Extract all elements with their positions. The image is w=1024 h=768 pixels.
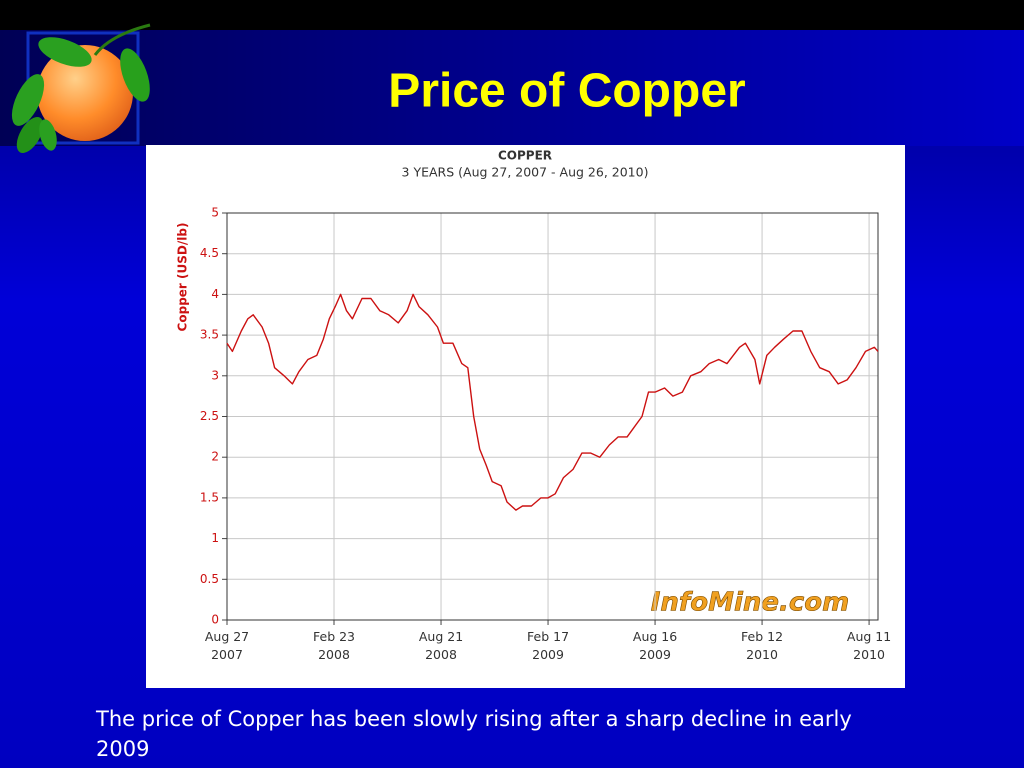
x-tick-label: Feb 12 2010	[741, 629, 783, 662]
slide-title: Price of Copper	[388, 65, 745, 118]
x-tick-label-line: 2010	[746, 647, 778, 662]
y-tick-label: 1	[211, 531, 219, 545]
y-axis-label: Copper (USD/lb)	[176, 223, 190, 332]
x-tick-label-line: Aug 21	[419, 629, 463, 644]
x-tick-label-line: Aug 16	[633, 629, 677, 644]
y-tick-label: 4.5	[200, 246, 219, 260]
x-tick-label-line: 2009	[532, 647, 564, 662]
header-band	[0, 30, 1024, 146]
chart-title: COPPER	[498, 149, 552, 163]
y-tick-label: 0	[211, 613, 219, 627]
x-tick-label-line: 2008	[318, 647, 350, 662]
watermark: InfoMine.com	[651, 588, 850, 618]
chart-subtitle: 3 YEARS (Aug 27, 2007 - Aug 26, 2010)	[402, 165, 649, 180]
y-tick-label: 2.5	[200, 409, 219, 423]
x-tick-label-line: Aug 27	[205, 629, 249, 644]
slide-canvas: Price of Copper COPPER 3 YEARS (Aug 27, …	[0, 23, 1024, 662]
price-line	[226, 293, 879, 511]
x-tick-label-line: 2007	[211, 647, 243, 662]
y-tick-label: 1.5	[200, 490, 219, 504]
x-tick-label: Feb 23 2008	[313, 629, 355, 662]
x-tick-label-line: Feb 23	[313, 629, 355, 644]
x-tick-label-line: 2010	[853, 647, 885, 662]
x-tick-label-line: Feb 17	[527, 629, 569, 644]
orange-logo	[11, 23, 151, 154]
plot-frame	[226, 212, 879, 621]
x-tick-label-line: Aug 11	[847, 629, 891, 644]
x-tick-label: Aug 16 2009	[633, 629, 677, 662]
x-tick-label-line: 2008	[425, 647, 457, 662]
x-tick-label-line: Feb 12	[741, 629, 783, 644]
x-tick-label: Aug 27 2007	[205, 629, 249, 662]
x-tick-label-line: 2009	[639, 647, 671, 662]
caption: The price of Copper has been slowly risi…	[96, 707, 852, 761]
y-tick-label: 3.5	[200, 328, 219, 342]
y-tick-label: 3	[211, 368, 219, 382]
y-tick-label: 5	[211, 206, 219, 220]
x-tick-label: Feb 17 2009	[527, 629, 569, 662]
y-tick-label: 2	[211, 450, 219, 464]
y-tick-label: 0.5	[200, 572, 219, 586]
x-tick-label: Aug 21 2008	[419, 629, 463, 662]
y-tick-label: 4	[211, 287, 219, 301]
x-tick-label: Aug 11 2010	[847, 629, 891, 662]
